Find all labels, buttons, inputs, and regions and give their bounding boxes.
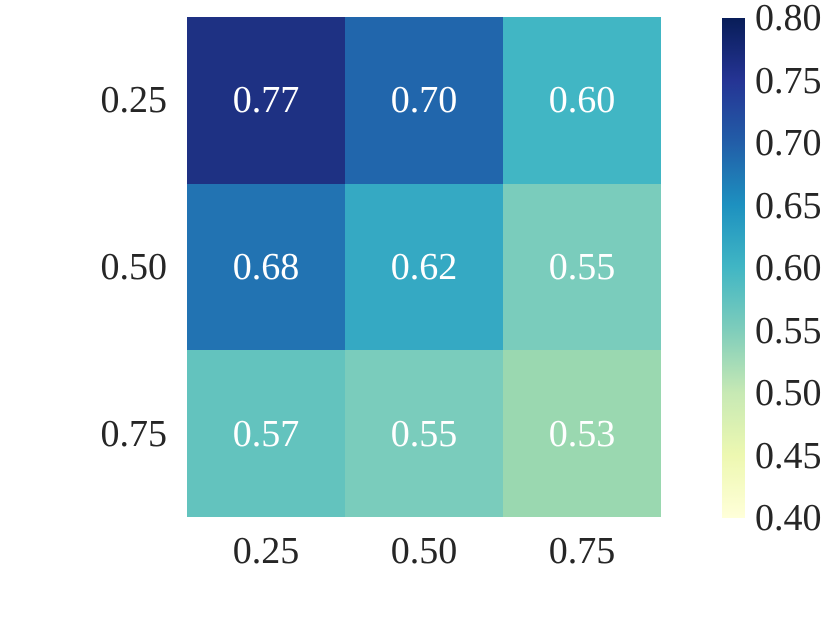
colorbar-tick-label: 0.65 [755,184,822,227]
cell-value-label: 0.55 [548,245,616,288]
cell-value-label: 0.55 [390,412,458,455]
colorbar-tick-labels: 0.80 0.75 0.70 0.65 0.60 0.55 0.50 0.45 0.40 [755,0,830,539]
heatmap-cell-r2c1: 0.55 [345,350,503,517]
x-tick-label: 0.50 [390,530,458,572]
cell-value-label: 0.62 [390,245,458,288]
colorbar-tick-label: 0.45 [755,434,822,477]
heatmap-cell-r1c2: 0.55 [503,183,661,351]
heatmap-cell-r1c1: 0.62 [345,183,503,351]
colorbar [722,18,745,518]
y-axis-tick-labels: 0.25 0.50 0.75 [0,17,177,517]
colorbar-tick-label: 0.60 [755,247,822,289]
x-axis-tick-labels: 0.25 0.50 0.75 [187,517,661,573]
cell-value-label: 0.53 [548,412,616,455]
x-tick-label: 0.25 [232,530,300,572]
colorbar-tick-label: 0.40 [755,497,822,539]
heatmap-grid: 0.77 0.70 0.60 0.68 0.62 0.55 0.57 0.55 0.53 [187,17,661,517]
heatmap-cell-r1c0: 0.68 [187,183,345,351]
heatmap-cell-r2c0: 0.57 [187,350,345,517]
colorbar-tick-label: 0.50 [755,372,822,414]
cell-value-label: 0.70 [390,79,458,122]
cell-value-label: 0.77 [232,79,300,122]
cell-value-label: 0.57 [232,412,300,455]
y-tick-label: 0.75 [100,412,168,455]
cell-value-label: 0.60 [548,79,616,122]
heatmap-cell-r0c0: 0.77 [187,17,345,184]
colorbar-tick-label: 0.55 [755,309,822,352]
y-tick-label: 0.50 [100,246,168,288]
cell-value-label: 0.68 [232,245,300,288]
heatmap-cell-r0c1: 0.70 [345,17,503,184]
x-tick-label: 0.75 [548,530,616,572]
colorbar-tick-label: 0.80 [755,0,822,39]
heatmap-cell-r0c2: 0.60 [503,17,661,184]
colorbar-tick-label: 0.70 [755,122,822,164]
heatmap-cell-r2c2: 0.53 [503,350,661,517]
colorbar-tick-label: 0.75 [755,59,822,102]
y-tick-label: 0.25 [100,79,168,122]
